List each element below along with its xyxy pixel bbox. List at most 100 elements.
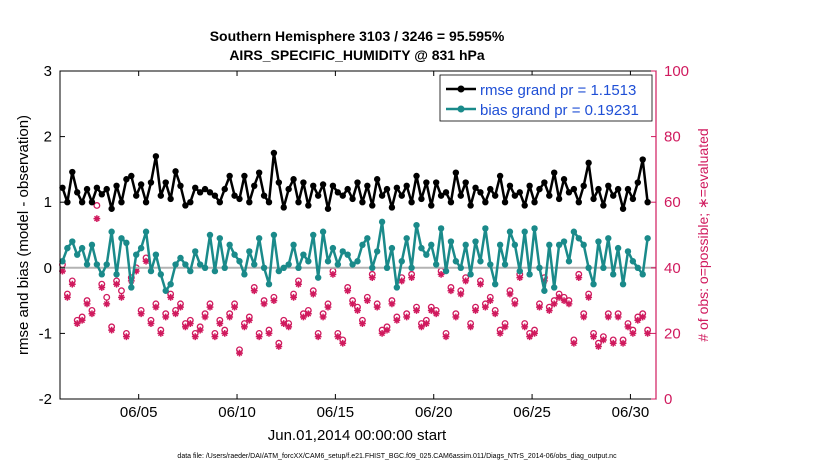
bias-point: [590, 281, 597, 288]
obs-evaluated-marker: [118, 293, 125, 301]
bias-point: [467, 271, 474, 278]
obs-evaluated-marker: [422, 320, 430, 327]
rmse-point: [521, 202, 528, 209]
rmse-point: [113, 182, 120, 189]
legend-rmse-label: rmse grand pr = 1.1513: [480, 82, 636, 99]
bias-point: [241, 271, 248, 278]
obs-evaluated-marker: [250, 287, 258, 295]
obs-evaluated-marker: [245, 316, 253, 324]
bias-point: [211, 267, 219, 275]
bias-point: [147, 267, 155, 275]
rmse-point: [152, 153, 160, 160]
rmse-point: [137, 181, 145, 188]
bias-point: [187, 267, 194, 275]
rmse-point: [206, 189, 214, 196]
obs-evaluated-marker: [575, 274, 583, 282]
rmse-point: [216, 199, 224, 206]
rmse-point: [413, 172, 420, 180]
bias-point: [555, 241, 563, 249]
obs-possible-marker: [103, 293, 111, 301]
obs-evaluated-marker: [260, 300, 268, 308]
bias-point: [403, 235, 410, 242]
obs-evaluated-marker: [137, 310, 145, 318]
bias-point: [452, 258, 460, 265]
obs-evaluated-marker: [506, 290, 514, 298]
obs-evaluated-marker: [408, 274, 416, 282]
bias-point: [201, 264, 209, 271]
rmse-point: [74, 189, 81, 196]
y2-axis-label: # of obs: o=possible; ∗=evaluated: [695, 128, 711, 341]
x-tick-label: 06/30: [612, 404, 650, 421]
rmse-point: [428, 202, 435, 209]
bias-point: [196, 261, 204, 268]
obs-evaluated-marker: [270, 297, 278, 304]
obs-evaluated-marker: [329, 270, 337, 278]
obs-evaluated-marker: [162, 313, 170, 321]
bias-point: [437, 225, 445, 232]
obs-evaluated-marker: [201, 313, 209, 321]
bias-point: [442, 267, 450, 275]
obs-evaluated-marker: [59, 267, 66, 275]
bias-point: [231, 251, 238, 258]
obs-evaluated-marker: [349, 300, 356, 308]
rmse-point: [167, 195, 174, 203]
obs-evaluated-marker: [314, 333, 322, 341]
obs-evaluated-marker: [295, 280, 302, 288]
obs-evaluated-marker: [383, 326, 391, 334]
bias-point: [226, 241, 233, 249]
bias-point: [516, 267, 523, 275]
rmse-point: [432, 179, 440, 186]
bias-point: [531, 225, 538, 232]
bias-point: [432, 261, 440, 268]
series-layer: [59, 149, 651, 294]
obs-evaluated-marker: [93, 215, 101, 222]
obs-evaluated-marker: [378, 330, 386, 337]
bias-point: [629, 258, 637, 265]
bias-point: [69, 238, 76, 245]
bias-point: [398, 258, 405, 265]
bias-point: [142, 228, 150, 235]
rmse-point: [590, 195, 597, 203]
bias-point: [585, 264, 592, 271]
rmse-point: [128, 172, 135, 180]
rmse-point: [447, 199, 455, 206]
bias-point: [74, 251, 81, 258]
bias-point: [491, 281, 499, 288]
obs-evaluated-marker: [221, 330, 229, 337]
obs-evaluated-marker: [472, 307, 479, 314]
bias-point: [639, 271, 646, 278]
bias-point: [64, 244, 71, 252]
obs-evaluated-marker: [103, 300, 111, 308]
obs-evaluated-marker: [300, 313, 307, 321]
obs-evaluated-marker: [467, 323, 475, 331]
rmse-point: [314, 192, 322, 199]
rmse-point: [619, 205, 627, 212]
obs-evaluated-marker: [427, 307, 435, 314]
obs-evaluated-marker: [609, 339, 617, 347]
bias-point: [167, 281, 174, 288]
rmse-point: [108, 205, 115, 212]
bias-point: [88, 241, 96, 249]
bias-point: [364, 235, 371, 242]
obs-evaluated-marker: [334, 333, 342, 341]
bias-point: [275, 267, 283, 275]
x-axis-label: Jun.01,2014 00:00:00 start: [268, 427, 447, 444]
bias-point: [295, 264, 302, 271]
y-axis-label: rmse and bias (model - observation): [15, 115, 32, 355]
obs-evaluated-marker: [634, 316, 642, 324]
rmse-point: [88, 199, 96, 206]
rmse-point: [462, 179, 469, 186]
bias-point: [319, 228, 327, 235]
obs-evaluated-marker: [393, 316, 401, 324]
rmse-point: [69, 168, 76, 176]
bias-point: [113, 271, 120, 278]
bias-point: [246, 248, 253, 255]
obs-evaluated-marker: [216, 320, 224, 327]
obs-evaluated-marker: [231, 303, 238, 311]
bias-point: [423, 251, 430, 258]
bias-point: [59, 258, 66, 265]
bias-point: [133, 251, 140, 258]
rmse-point: [162, 179, 169, 186]
rmse-point: [246, 199, 253, 206]
obs-evaluated-marker: [157, 330, 165, 337]
